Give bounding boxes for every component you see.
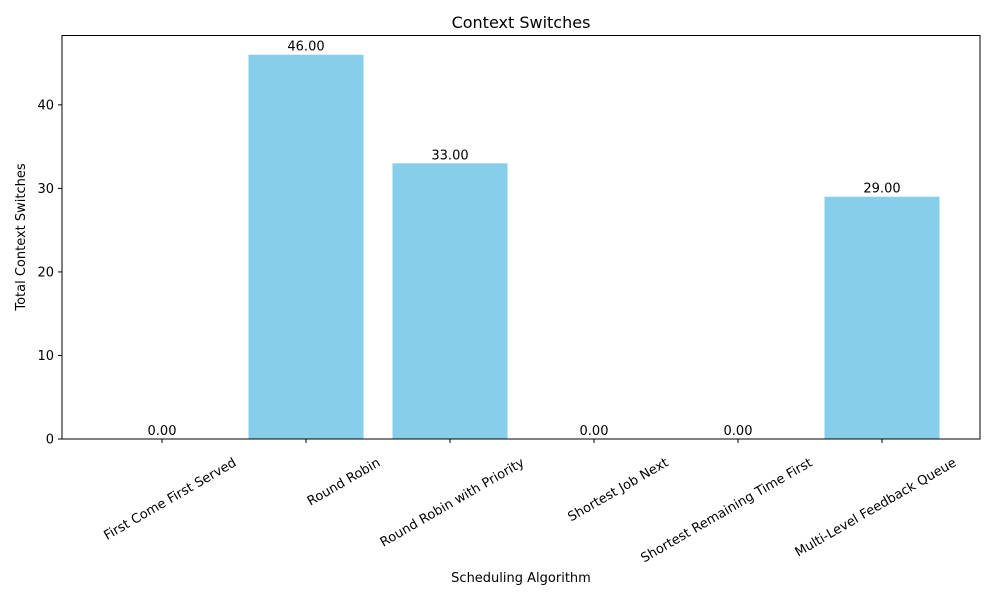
bar — [248, 54, 364, 439]
x-tick-label: Multi-Level Feedback Queue — [793, 455, 960, 560]
bar-value-label: 29.00 — [863, 182, 900, 197]
y-axis-label: Total Context Switches — [14, 163, 29, 312]
x-axis: First Come First Served Round RobinRound … — [101, 439, 959, 566]
y-tick-label: 30 — [37, 182, 54, 197]
bars-layer — [248, 54, 940, 439]
y-tick-label: 40 — [37, 98, 54, 113]
chart-title: Context Switches — [452, 13, 591, 32]
bar-value-label: 0.00 — [724, 424, 753, 439]
y-tick-label: 20 — [37, 265, 54, 280]
y-tick-label: 0 — [46, 433, 54, 448]
bar-value-label: 33.00 — [431, 148, 468, 163]
x-tick-label: First Come First Served — [101, 455, 239, 543]
y-tick-label: 10 — [37, 349, 54, 364]
bar-value-label: 46.00 — [287, 40, 324, 55]
bar — [824, 196, 940, 439]
y-axis: 0 10 20 30 40 — [37, 98, 62, 448]
x-axis-label: Scheduling Algorithm — [451, 571, 591, 586]
bar-value-label: 0.00 — [148, 424, 177, 439]
bar-value-label: 0.00 — [580, 424, 609, 439]
bar — [392, 163, 508, 439]
x-tick-label: Round Robin with Priority — [378, 455, 528, 550]
x-tick-label: Shortest Job Next — [566, 455, 672, 525]
x-tick-label: Round Robin — [305, 455, 383, 509]
value-labels-layer: 0.00 46.00 33.00 0.00 0.00 29.00 — [148, 40, 901, 439]
plot-frame — [61, 35, 981, 440]
x-tick-label: Shortest Remaining Time First — [639, 455, 816, 566]
